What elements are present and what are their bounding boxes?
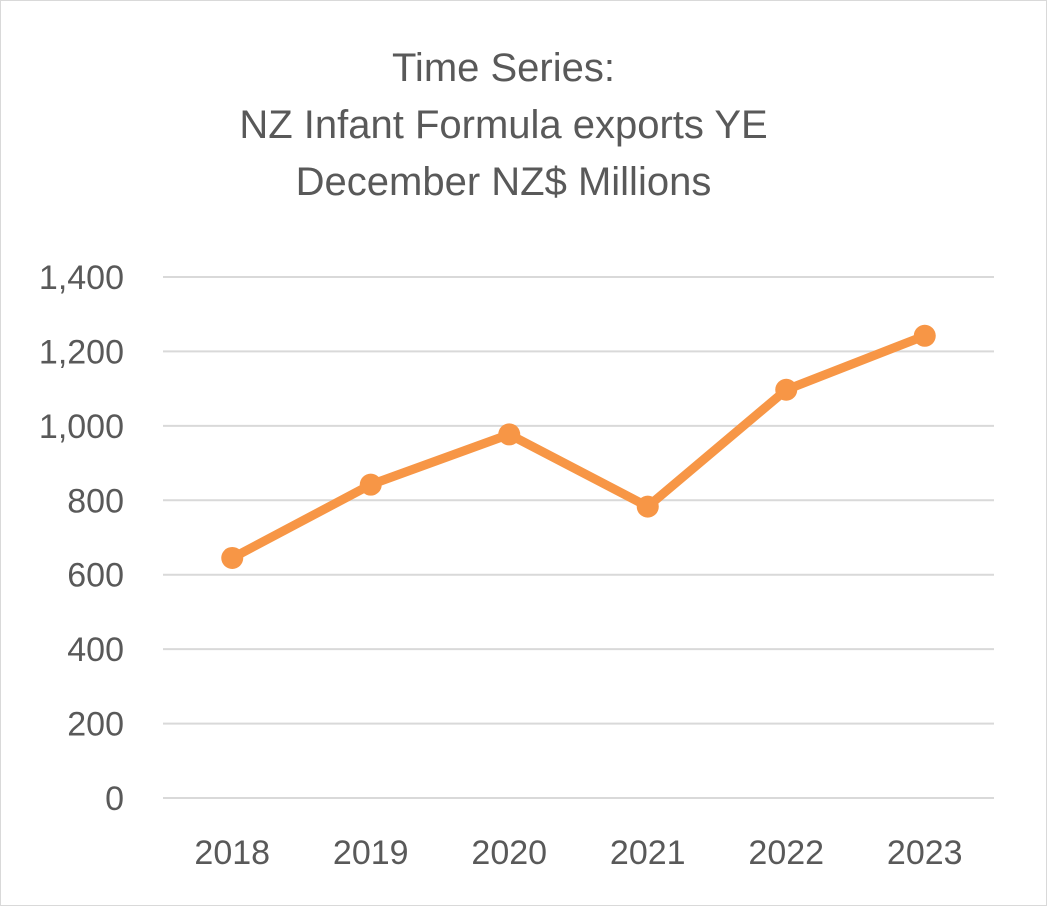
y-tick-label: 1,400 [39, 259, 124, 297]
series-layer [221, 324, 936, 569]
x-tick-label: 2023 [887, 834, 963, 872]
y-tick-label: 600 [67, 557, 124, 595]
x-tick-label: 2022 [748, 834, 824, 872]
x-axis-tick-labels: 2018 2019 2020 2021 2022 2023 [194, 834, 962, 872]
chart-title-line-3: December NZ$ Millions [295, 160, 712, 204]
data-point [359, 473, 382, 496]
chart-title-line-2: NZ Infant Formula exports YE [239, 103, 768, 147]
y-tick-label: 0 [105, 780, 124, 818]
y-tick-label: 400 [67, 631, 124, 669]
x-tick-label: 2021 [610, 834, 686, 872]
x-tick-label: 2019 [333, 834, 409, 872]
data-point [498, 423, 521, 446]
chart-title-line-1: Time Series: [391, 46, 615, 90]
data-point [913, 324, 936, 347]
data-point [636, 495, 659, 518]
y-tick-label: 1,200 [39, 333, 124, 371]
y-tick-label: 800 [67, 482, 124, 520]
data-point [775, 378, 798, 401]
y-axis-tick-labels: 0 200 400 600 800 1,000 1,200 1,400 [39, 259, 124, 818]
gridlines [163, 276, 994, 799]
x-tick-label: 2018 [194, 834, 270, 872]
chart-title: Time Series: NZ Infant Formula exports Y… [0, 40, 1007, 211]
y-tick-label: 200 [67, 706, 124, 744]
data-point [221, 546, 244, 569]
series-line [227, 331, 930, 563]
x-tick-label: 2020 [471, 834, 547, 872]
y-tick-label: 1,000 [39, 408, 124, 446]
